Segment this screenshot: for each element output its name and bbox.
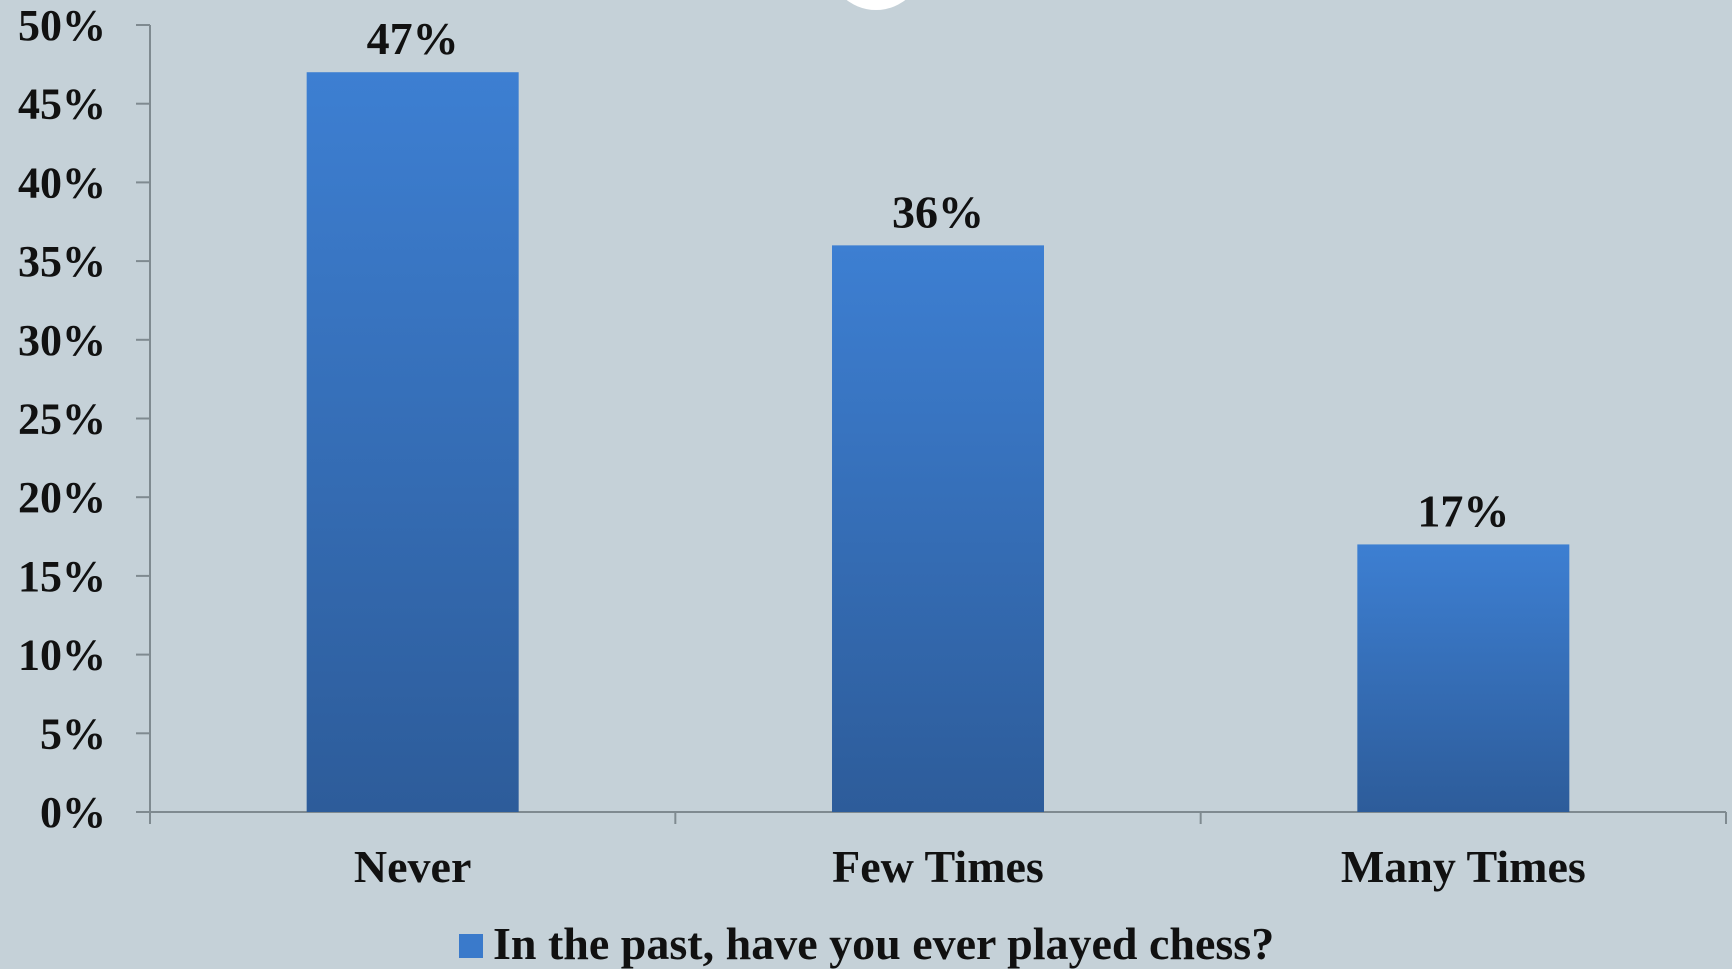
data-label: 17% <box>1417 485 1509 536</box>
x-tick-label: Never <box>354 841 471 892</box>
y-tick-label: 35% <box>18 237 106 286</box>
bar <box>306 72 519 813</box>
y-tick-label: 5% <box>40 709 106 758</box>
data-label: 47% <box>367 13 459 64</box>
data-label: 36% <box>892 186 984 237</box>
y-tick-label: 30% <box>18 316 106 365</box>
bar <box>832 245 1044 813</box>
axes: 0% 5% 10% 15% 20% 25% 30% 35% 40% 45% 50% <box>18 1 1727 837</box>
y-tick-label: 20% <box>18 473 106 522</box>
legend: In the past, have you ever played chess? <box>459 918 1274 969</box>
decorative-circle <box>846 0 906 10</box>
y-tick-label: 25% <box>18 395 106 444</box>
bar <box>1357 544 1570 812</box>
y-tick-label: 50% <box>18 1 106 50</box>
labels: 47% Never 36% Few Times 17% Many Times <box>354 13 1586 892</box>
y-tick-label: 45% <box>18 80 106 129</box>
y-tick-label: 15% <box>18 552 106 601</box>
y-tick-label: 40% <box>18 158 106 207</box>
legend-label: In the past, have you ever played chess? <box>493 918 1274 969</box>
x-tick-label: Few Times <box>832 841 1044 892</box>
y-tick-label: 0% <box>40 788 106 837</box>
bars <box>306 72 1570 813</box>
x-tick-label: Many Times <box>1341 841 1586 892</box>
y-tick-label: 10% <box>18 631 106 680</box>
legend-swatch <box>459 934 483 958</box>
